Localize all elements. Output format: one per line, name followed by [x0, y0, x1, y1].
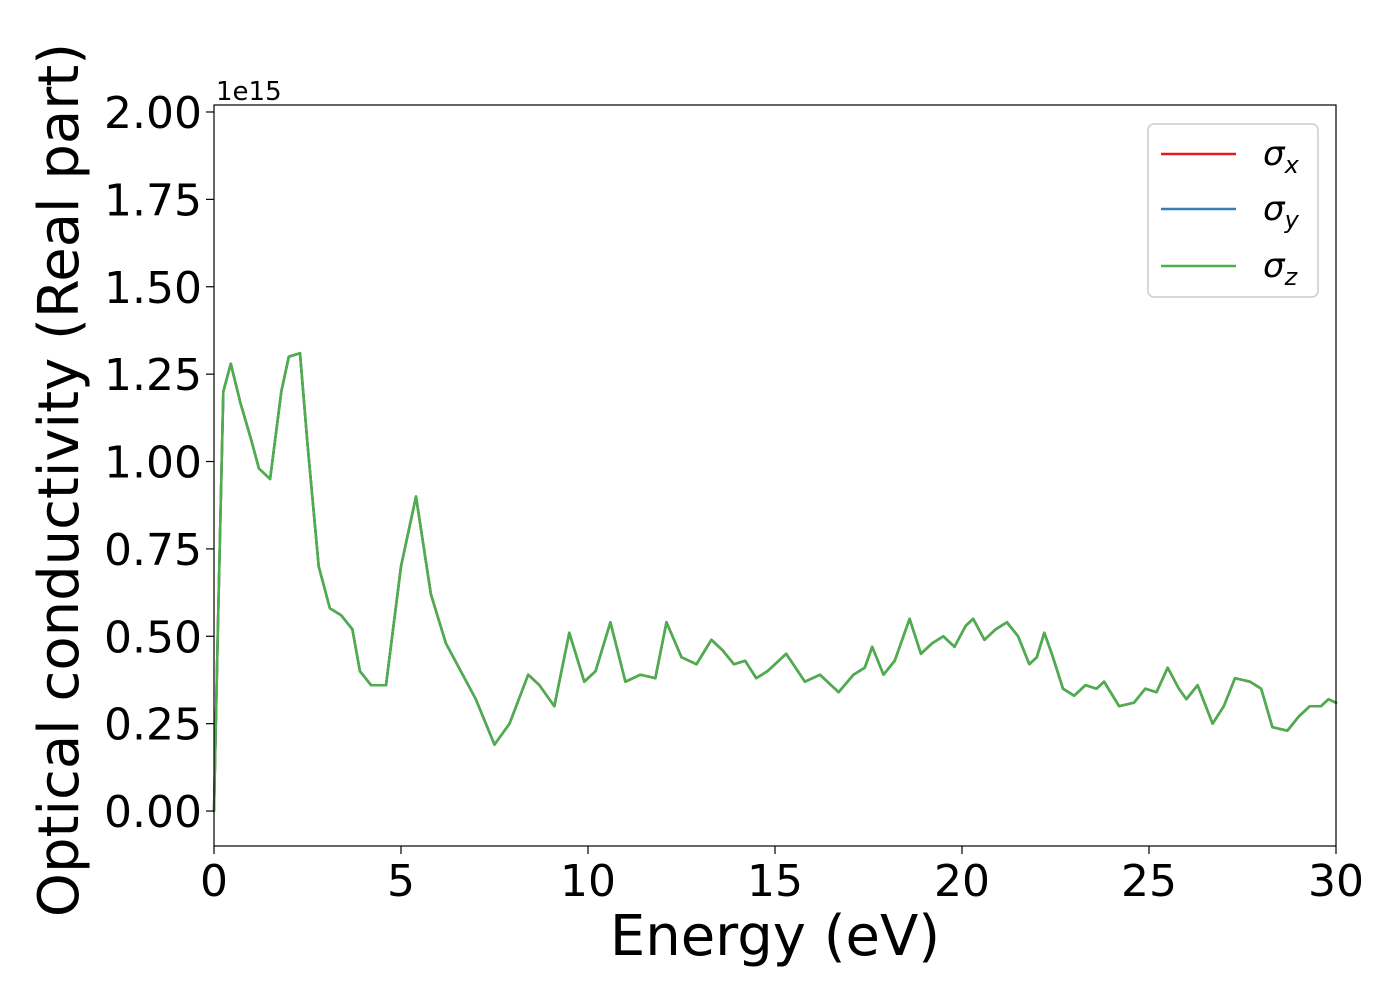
- x-tick-label: 25: [1121, 856, 1177, 907]
- x-tick-label: 0: [200, 856, 228, 907]
- x-tick-label: 30: [1308, 856, 1364, 907]
- x-tick-label: 5: [387, 856, 415, 907]
- y-tick-label: 1.00: [104, 438, 202, 489]
- y-tick-label: 1.25: [104, 350, 202, 401]
- y-axis-title: Optical conductivity (Real part): [27, 43, 92, 917]
- legend: σx σy σz: [1147, 123, 1319, 298]
- legend-label-1: σx: [1263, 134, 1300, 179]
- y-tick-label: 0.50: [104, 612, 202, 663]
- y-tick-label: 0.00: [104, 787, 202, 838]
- x-axis-title: Energy (eV): [610, 904, 940, 969]
- y-tick-label: 1.50: [104, 263, 202, 314]
- y-tick-label: 0.25: [104, 700, 202, 751]
- x-tick-label: 20: [934, 856, 990, 907]
- ticks-layer: 0 5 10 15 20 25 30 0.00 0.25 0.50 0.75 1.00 1.25 1.50…: [104, 88, 1364, 907]
- legend-box: [1147, 123, 1319, 298]
- series-layer: [212, 351, 1338, 813]
- y-tick-label: 2.00: [104, 88, 202, 139]
- legend-items: σx σy σz: [1161, 134, 1300, 291]
- x-tick-label: 15: [747, 856, 803, 907]
- legend-label-2: σy: [1263, 189, 1300, 234]
- x-tick-label: 10: [560, 856, 616, 907]
- legend-label-3: σz: [1263, 246, 1299, 291]
- y-tick-label: 0.75: [104, 525, 202, 576]
- y-tick-label: 1.75: [104, 175, 202, 226]
- y-axis-offset-label: 1e15: [216, 77, 282, 107]
- series-line-3: [212, 351, 1338, 813]
